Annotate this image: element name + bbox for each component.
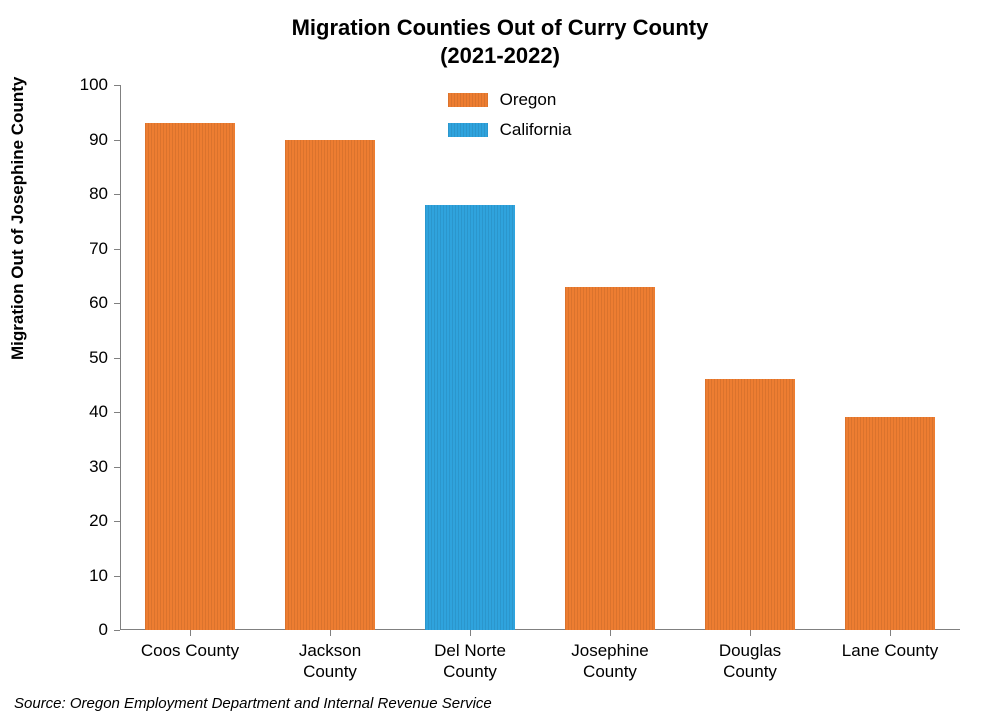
y-tick-label: 0 [99,620,108,640]
bar-oregon [705,379,795,630]
legend-swatch [448,123,488,137]
y-tick [114,412,120,413]
y-axis-line [120,85,121,630]
x-tick-label: Douglas County [719,640,781,683]
x-axis-line [120,629,960,630]
chart-title-line1: Migration Counties Out of Curry County [292,15,709,40]
x-tick-label: Coos County [141,640,239,661]
y-tick-label: 80 [89,184,108,204]
y-tick [114,303,120,304]
legend: Oregon California [448,90,572,150]
y-tick [114,85,120,86]
x-tick-label: Del Norte County [434,640,506,683]
legend-item: Oregon [448,90,572,110]
x-tick [330,630,331,636]
y-tick-label: 30 [89,457,108,477]
y-tick-label: 60 [89,293,108,313]
y-tick [114,630,120,631]
chart-title: Migration Counties Out of Curry County (… [0,14,1000,69]
y-axis-label: Migration Out of Josephine County [8,77,28,360]
y-tick-label: 20 [89,511,108,531]
x-tick [890,630,891,636]
source-text: Source: Oregon Employment Department and… [14,695,492,712]
y-tick [114,249,120,250]
legend-label: California [500,120,572,140]
y-tick-label: 40 [89,402,108,422]
x-tick-label: Lane County [842,640,938,661]
y-tick [114,194,120,195]
y-tick [114,358,120,359]
legend-swatch [448,93,488,107]
bar-california [425,205,515,630]
bar-oregon [565,287,655,630]
legend-item: California [448,120,572,140]
y-tick-label: 10 [89,566,108,586]
x-tick [470,630,471,636]
legend-label: Oregon [500,90,557,110]
x-tick [610,630,611,636]
x-tick-label: Jackson County [299,640,361,683]
y-tick [114,576,120,577]
chart-container: Migration Counties Out of Curry County (… [0,0,1000,724]
y-tick [114,521,120,522]
x-tick-label: Josephine County [571,640,649,683]
y-tick-label: 50 [89,348,108,368]
chart-title-line2: (2021-2022) [440,43,560,68]
y-tick-label: 90 [89,130,108,150]
y-tick [114,467,120,468]
x-tick [750,630,751,636]
y-tick-label: 70 [89,239,108,259]
y-tick [114,140,120,141]
plot-area: 0102030405060708090100Coos CountyJackson… [120,85,960,630]
bar-oregon [285,140,375,631]
bar-oregon [145,123,235,630]
bar-oregon [845,417,935,630]
x-tick [190,630,191,636]
y-tick-label: 100 [80,75,108,95]
